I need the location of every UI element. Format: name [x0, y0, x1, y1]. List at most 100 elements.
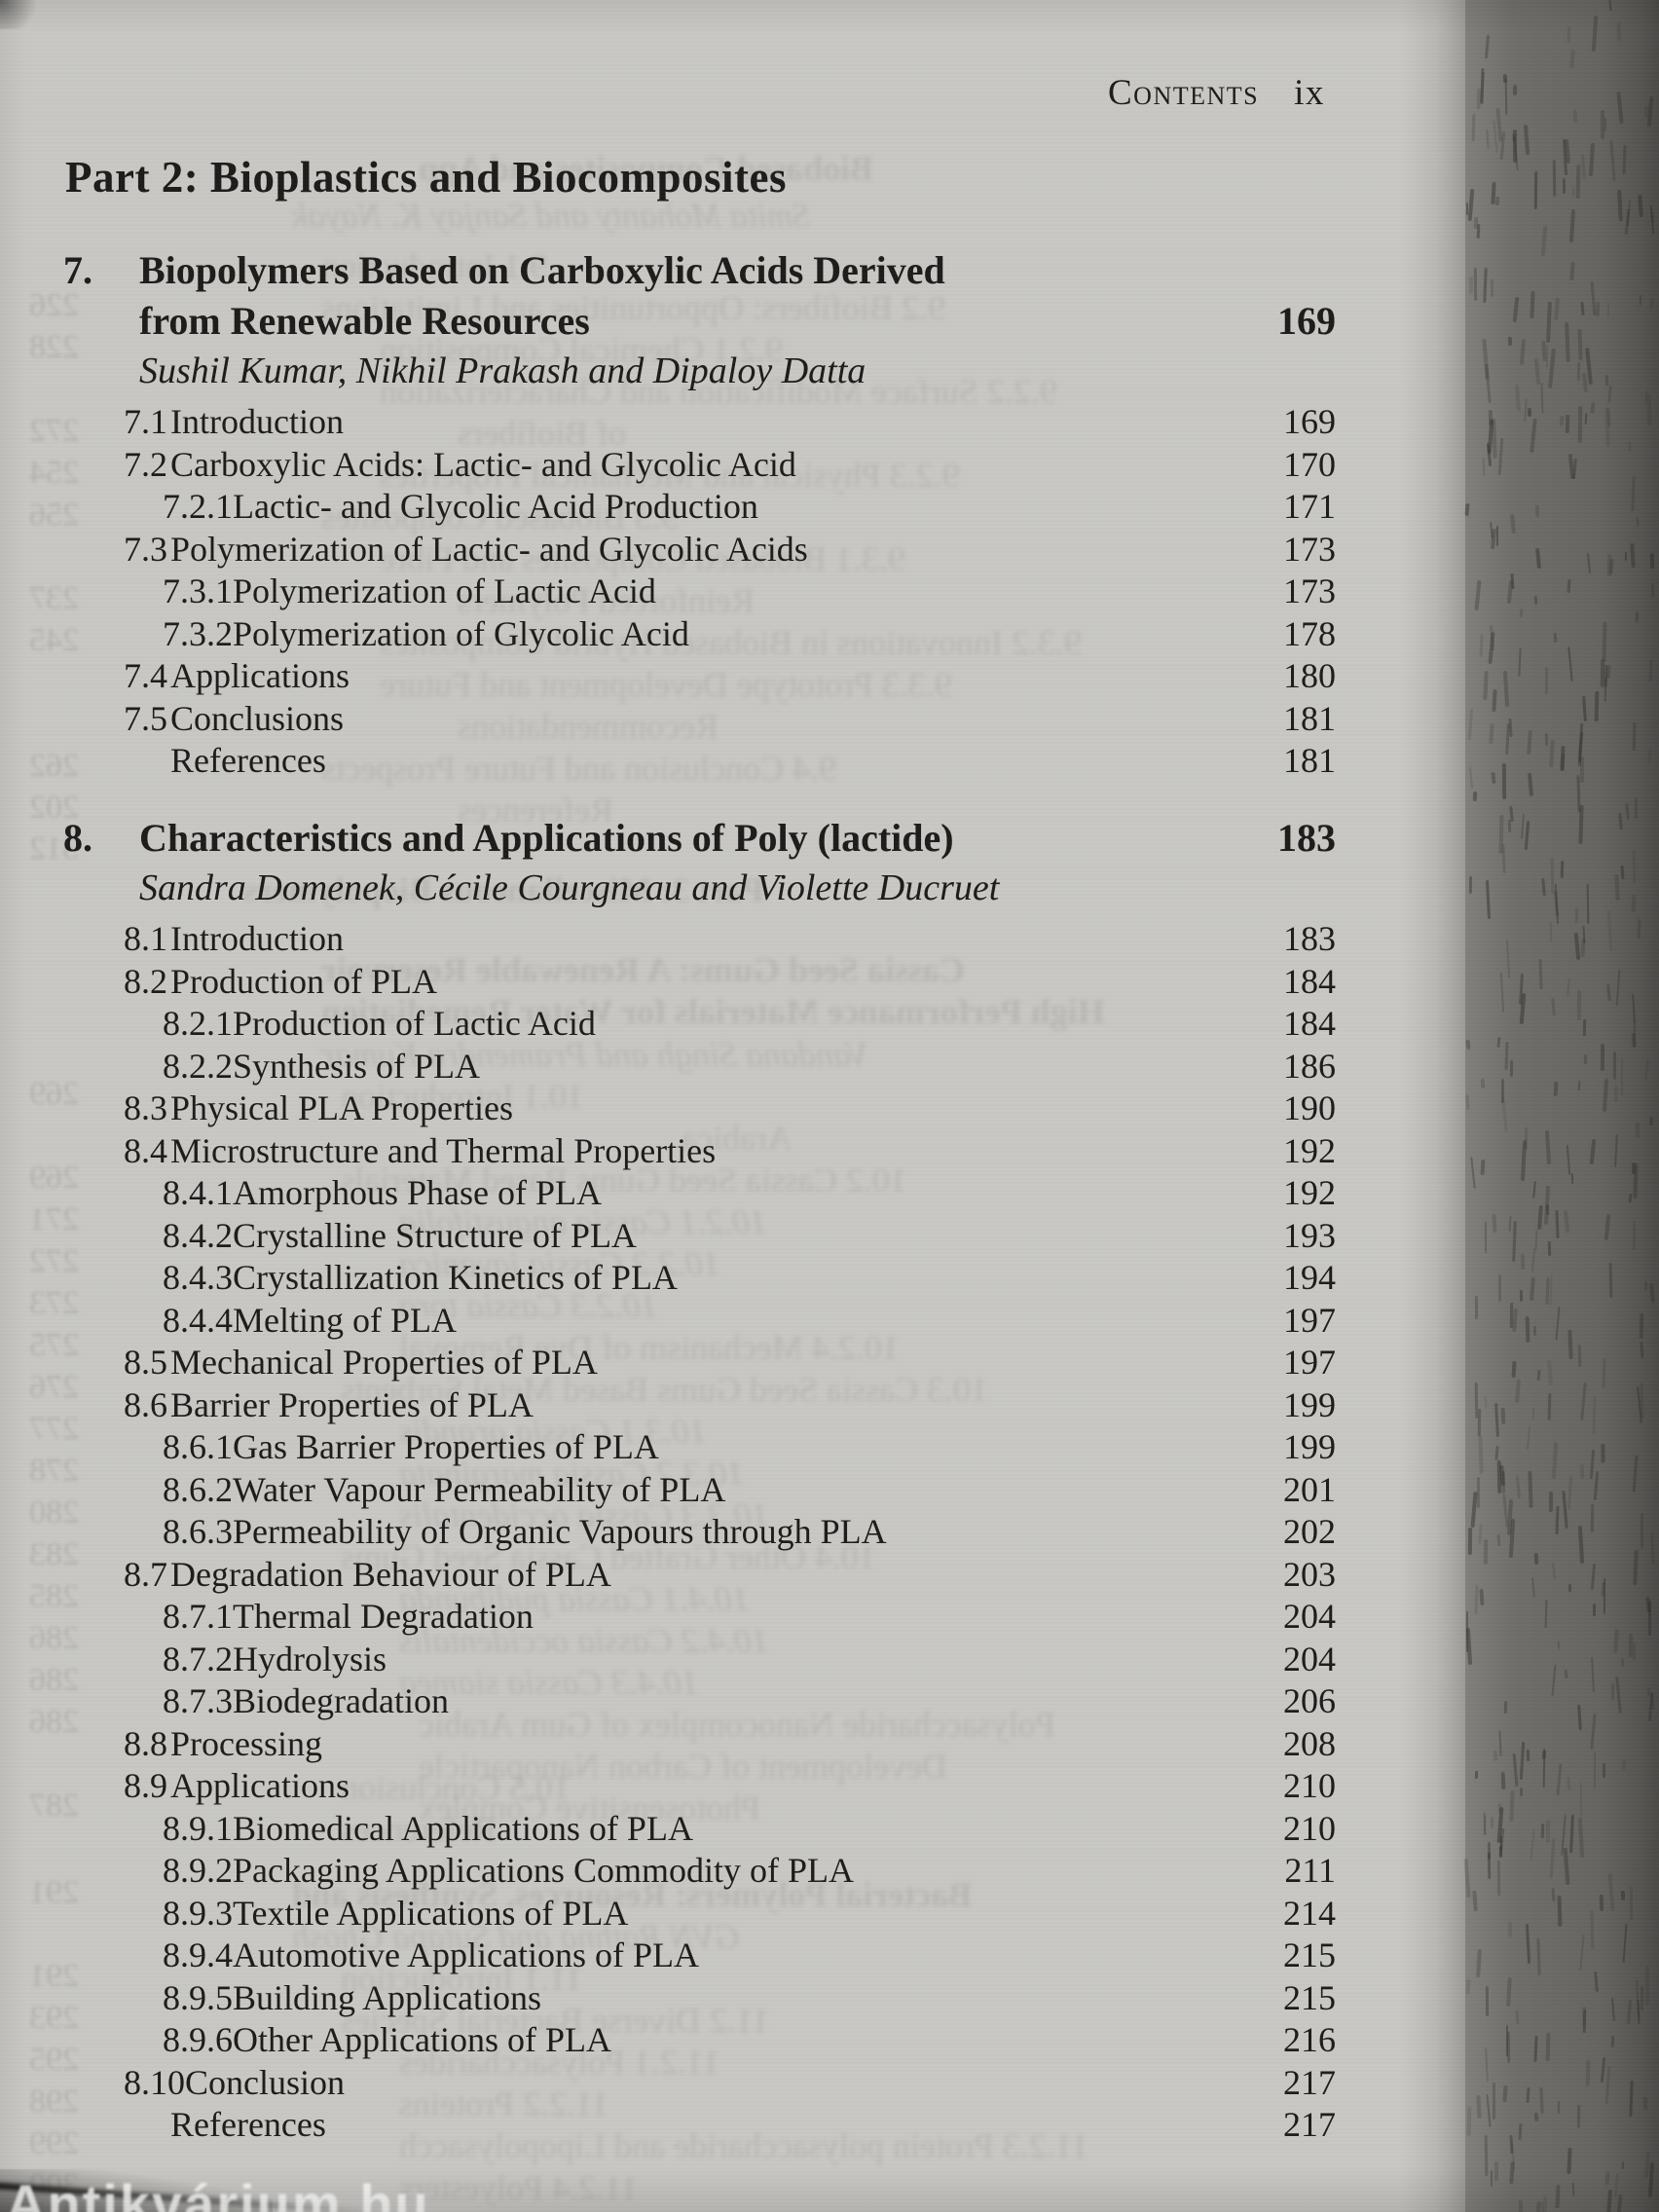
edge-texture-dash: [1579, 1934, 1586, 1971]
toc-entry-number: 8.4.4: [163, 1300, 233, 1340]
edge-texture-dash: [1570, 1173, 1574, 1185]
edge-texture-dash: [1606, 408, 1611, 427]
toc-entry-label: Production of PLA: [170, 961, 437, 1001]
chapter-title: Characteristics and Applications of Poly…: [139, 813, 1336, 864]
edge-texture-dash: [1620, 1658, 1625, 1668]
edge-texture-dash: [1571, 2183, 1575, 2196]
edge-texture-dash: [1482, 338, 1490, 380]
edge-texture-dash: [1633, 1162, 1639, 1198]
edge-texture-dash: [1555, 2184, 1561, 2209]
edge-texture-dash: [1503, 1700, 1507, 1714]
toc-entry-row: 8.7.2 Hydrolysis 204: [63, 1639, 1336, 1681]
edge-texture-dash: [1577, 1704, 1583, 1731]
toc-entry-label: Production of Lactic Acid: [233, 1004, 596, 1043]
edge-texture-dash: [1606, 984, 1612, 1002]
chapter-title-text: Biopolymers Based on Carboxylic Acids De…: [139, 248, 945, 292]
toc-entry-label: Packaging Applications Commodity of PLA: [233, 1851, 854, 1890]
toc-entry-row: 8.4.3 Crystallization Kinetics of PLA 194: [63, 1257, 1336, 1300]
toc-entry-label: Water Vapour Permeability of PLA: [233, 1469, 726, 1509]
edge-texture-dash: [1513, 129, 1517, 163]
edge-texture-dash: [1550, 858, 1555, 895]
edge-texture-dash: [1590, 1503, 1595, 1533]
edge-texture-dash: [1476, 1948, 1482, 1977]
edge-texture-dash: [1519, 1742, 1526, 1781]
toc-entries: 7.1 Introduction 169 7.2 Carboxylic Acids: L…: [63, 401, 1336, 783]
edge-texture-dash: [1591, 1657, 1596, 1693]
edge-texture-dash: [1526, 1425, 1531, 1451]
toc-entry-number: 8.9.4: [163, 1936, 233, 1974]
edge-texture-dash: [1540, 382, 1545, 414]
edge-texture-dash: [1584, 413, 1588, 425]
edge-texture-dash: [1594, 1972, 1600, 1992]
edge-texture-dash: [1509, 1302, 1514, 1328]
edge-texture-dash: [1530, 1576, 1535, 1598]
edge-texture-dash: [1539, 2087, 1544, 2115]
toc-entry-label: Thermal Degradation: [233, 1597, 534, 1636]
toc-entry-page: 206: [1283, 1681, 1336, 1720]
edge-texture-dash: [1525, 821, 1530, 851]
toc-entry-number: 8.7.2: [163, 1639, 233, 1678]
edge-texture-dash: [1649, 299, 1654, 310]
toc-entry-page: 186: [1283, 1046, 1336, 1086]
edge-texture-dash: [1582, 695, 1588, 721]
toc-entry-label: References: [170, 741, 326, 780]
edge-texture-dash: [1637, 918, 1641, 940]
toc-entry-number: 8.3: [124, 1088, 167, 1127]
edge-texture-dash: [1528, 1470, 1534, 1509]
toc-entry-page: 173: [1283, 571, 1336, 610]
edge-texture-dash: [1530, 419, 1537, 454]
edge-texture-dash: [1557, 1895, 1563, 1927]
edge-texture-dash: [1629, 1887, 1633, 1921]
edge-texture-dash: [1600, 2057, 1606, 2083]
toc-entry-number: 8.7.1: [163, 1597, 233, 1636]
edge-texture-dash: [1474, 1770, 1478, 1780]
toc-entry-row: 7.3 Polymerization of Lactic- and Glycoli…: [63, 529, 1336, 571]
toc-entry-row: 8.6.2 Water Vapour Permeability of PLA 201: [63, 1469, 1336, 1512]
edge-texture-dash: [1589, 401, 1596, 414]
edge-texture-dash: [1643, 1281, 1647, 1291]
toc-entry-label: Polymerization of Glycolic Acid: [233, 613, 689, 653]
toc-entry-page: 180: [1283, 656, 1336, 695]
edge-texture-dash: [1555, 1505, 1561, 1534]
edge-texture-dash: [1578, 1344, 1583, 1367]
edge-texture-dash: [1469, 767, 1474, 789]
edge-texture-dash: [1607, 1873, 1614, 1912]
edge-texture-dash: [1583, 1053, 1587, 1065]
edge-texture-dash: [1530, 1248, 1535, 1273]
edge-texture-dash: [1583, 1018, 1587, 1036]
edge-texture-dash: [1506, 1976, 1513, 2007]
chapter-authors: Sushil Kumar, Nikhil Prakash and Dipaloy…: [139, 350, 866, 391]
toc-entry-row: 8.4.1 Amorphous Phase of PLA 192: [63, 1172, 1336, 1215]
edge-texture-dash: [1541, 226, 1548, 257]
edge-texture-dash: [1622, 1923, 1628, 1963]
edge-texture-dash: [1526, 1750, 1530, 1762]
edge-texture-dash: [1621, 1759, 1627, 1771]
edge-texture-dash: [1493, 1402, 1499, 1437]
toc-entry-row: 8.9.2 Packaging Applications Commodity of…: [63, 1850, 1336, 1893]
edge-texture-dash: [1497, 1273, 1501, 1302]
edge-texture-dash: [1515, 2009, 1520, 2025]
chapter-title-text: from Renewable Resources: [139, 299, 590, 343]
edge-texture-dash: [1610, 1997, 1616, 2022]
edge-texture-dash: [1471, 1891, 1477, 1911]
edge-texture-dash: [1593, 1751, 1597, 1788]
edge-texture-dash: [1500, 1408, 1506, 1425]
edge-texture-dash: [1578, 1817, 1585, 1859]
toc-entry-number: 8.2: [124, 961, 167, 1001]
edge-texture-dash: [1551, 998, 1556, 1015]
edge-texture-dash: [1498, 1465, 1505, 1487]
toc-entry-number: 8.9: [124, 1766, 167, 1805]
edge-texture-dash: [1632, 1221, 1637, 1251]
edge-texture-dash: [1536, 1369, 1541, 1381]
edge-texture-dash: [1484, 1539, 1489, 1566]
edge-texture-dash: [1499, 972, 1505, 1013]
edge-texture-dash: [1580, 301, 1585, 315]
edge-texture-dash: [1541, 877, 1547, 896]
edge-texture-dash: [1600, 1043, 1605, 1072]
edge-texture-dash: [1509, 1216, 1512, 1233]
edge-texture-dash: [1544, 666, 1549, 694]
edge-texture-dash: [1513, 84, 1518, 95]
edge-texture-dash: [1569, 261, 1575, 280]
edge-texture-dash: [1567, 978, 1571, 997]
